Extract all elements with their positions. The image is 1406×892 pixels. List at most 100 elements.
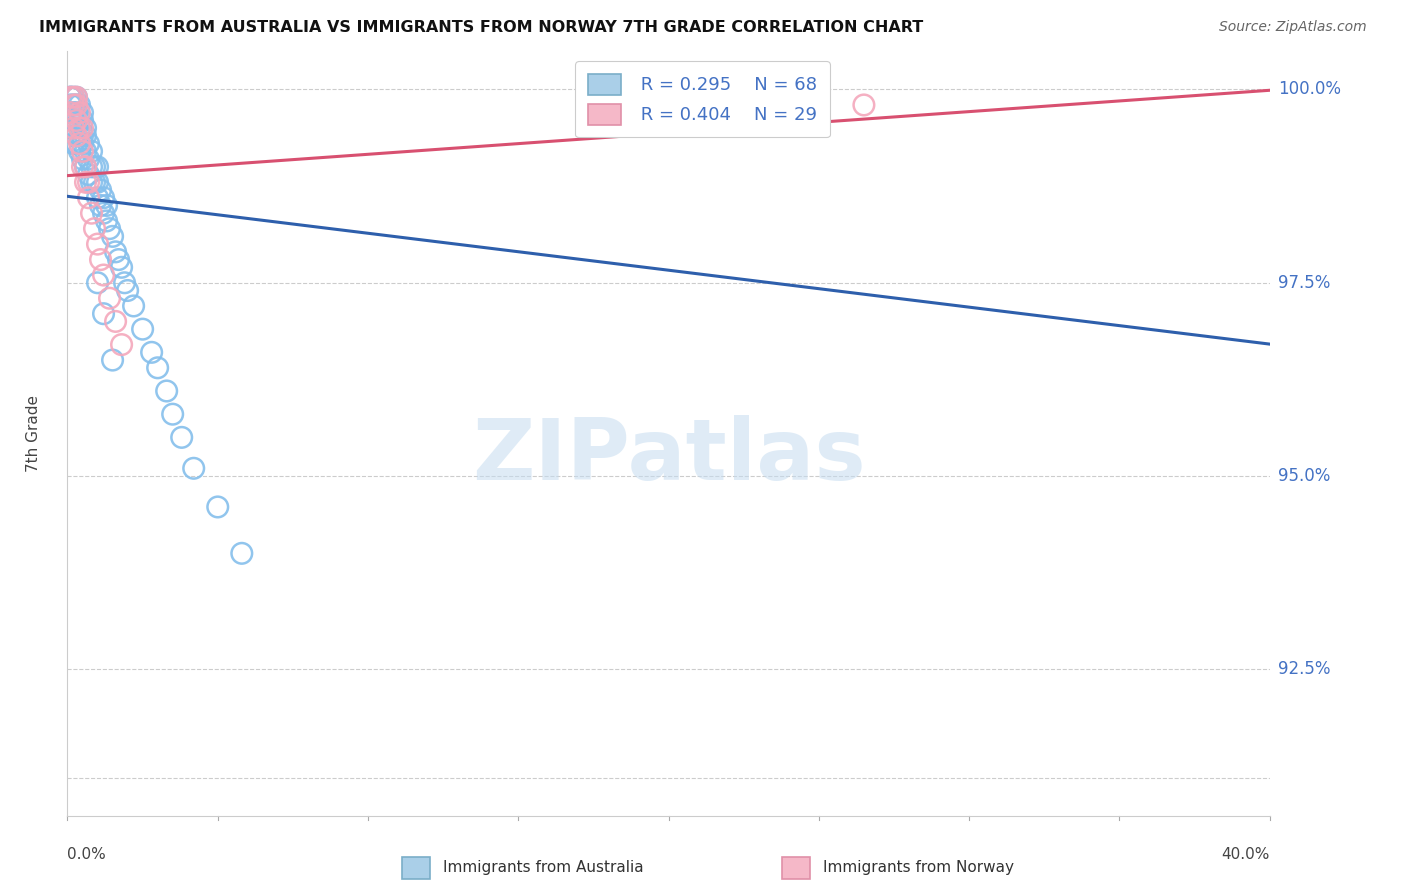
Legend:  R = 0.295    N = 68,  R = 0.404    N = 29: R = 0.295 N = 68, R = 0.404 N = 29 (575, 62, 830, 137)
Point (86, 237, 108, 252)
Point (156, 384, 179, 398)
Point (65, 98, 87, 112)
Point (93, 206, 115, 220)
Point (77, 136, 100, 151)
Point (69, 98, 91, 112)
Point (72, 105, 94, 120)
Text: IMMIGRANTS FROM AUSTRALIA VS IMMIGRANTS FROM NORWAY 7TH GRADE CORRELATION CHART: IMMIGRANTS FROM AUSTRALIA VS IMMIGRANTS … (39, 20, 924, 35)
Point (90, 183, 112, 197)
Point (62, 136, 84, 151)
Point (69, 128, 91, 143)
Point (724, 98, 747, 112)
Point (122, 299, 145, 313)
Point (80, 145, 103, 159)
Point (72, 160, 94, 174)
Point (110, 337, 132, 351)
Point (75, 160, 97, 174)
Point (98, 291, 121, 305)
Point (72, 136, 94, 151)
Point (80, 175, 103, 189)
Point (75, 160, 97, 174)
Point (98, 221, 121, 235)
Point (117, 284, 139, 298)
Point (93, 307, 115, 321)
Point (83, 221, 105, 235)
Point (65, 136, 87, 151)
Point (59, 90, 82, 104)
Point (107, 252, 129, 267)
Point (62, 121, 84, 136)
Point (83, 160, 105, 174)
Point (80, 160, 103, 174)
Text: ZIPatlas: ZIPatlas (471, 415, 866, 498)
Point (59, 90, 82, 104)
Point (75, 175, 97, 189)
Text: 7th Grade: 7th Grade (27, 395, 41, 472)
Point (231, 546, 253, 560)
Point (62, 90, 84, 104)
Point (65, 90, 87, 104)
Point (72, 128, 94, 143)
Point (90, 252, 112, 267)
Point (146, 360, 169, 375)
Text: Source: ZipAtlas.com: Source: ZipAtlas.com (1219, 20, 1367, 34)
Point (69, 145, 91, 159)
Point (170, 430, 193, 444)
Point (114, 276, 136, 290)
Point (59, 98, 82, 112)
Point (77, 175, 100, 189)
Point (96, 198, 118, 212)
Point (65, 98, 87, 112)
Point (104, 314, 127, 328)
Text: 95.0%: 95.0% (1278, 467, 1330, 485)
Point (101, 229, 124, 244)
Point (778, 90, 800, 104)
Point (86, 160, 108, 174)
Point (65, 113, 87, 128)
Point (75, 145, 97, 159)
Point (59, 105, 82, 120)
Point (59, 90, 82, 104)
Point (207, 500, 229, 514)
Point (72, 113, 94, 128)
Point (59, 105, 82, 120)
Point (65, 128, 87, 143)
Point (83, 175, 105, 189)
Point (65, 113, 87, 128)
Point (75, 128, 97, 143)
Point (131, 322, 153, 336)
Point (93, 268, 115, 282)
Text: 92.5%: 92.5% (1278, 660, 1330, 678)
Point (162, 407, 184, 421)
Point (852, 98, 875, 112)
Point (62, 121, 84, 136)
Point (72, 145, 94, 159)
Point (86, 175, 108, 189)
Point (110, 260, 132, 275)
Point (717, 98, 740, 112)
Text: 97.5%: 97.5% (1278, 274, 1330, 292)
Point (183, 461, 205, 475)
Point (72, 152, 94, 166)
FancyBboxPatch shape (402, 857, 430, 879)
Point (93, 191, 115, 205)
Point (77, 191, 100, 205)
Point (62, 98, 84, 112)
Point (69, 105, 91, 120)
Point (96, 214, 118, 228)
Text: 0.0%: 0.0% (67, 847, 107, 862)
Point (90, 198, 112, 212)
Text: Immigrants from Norway: Immigrants from Norway (823, 860, 1014, 874)
Point (86, 276, 108, 290)
Point (69, 121, 91, 136)
Point (62, 90, 84, 104)
Point (69, 113, 91, 128)
Point (62, 113, 84, 128)
Point (141, 345, 163, 359)
Point (65, 128, 87, 143)
Text: 40.0%: 40.0% (1222, 847, 1270, 862)
Point (101, 353, 124, 368)
Point (77, 152, 100, 166)
Point (69, 136, 91, 151)
Point (80, 206, 103, 220)
